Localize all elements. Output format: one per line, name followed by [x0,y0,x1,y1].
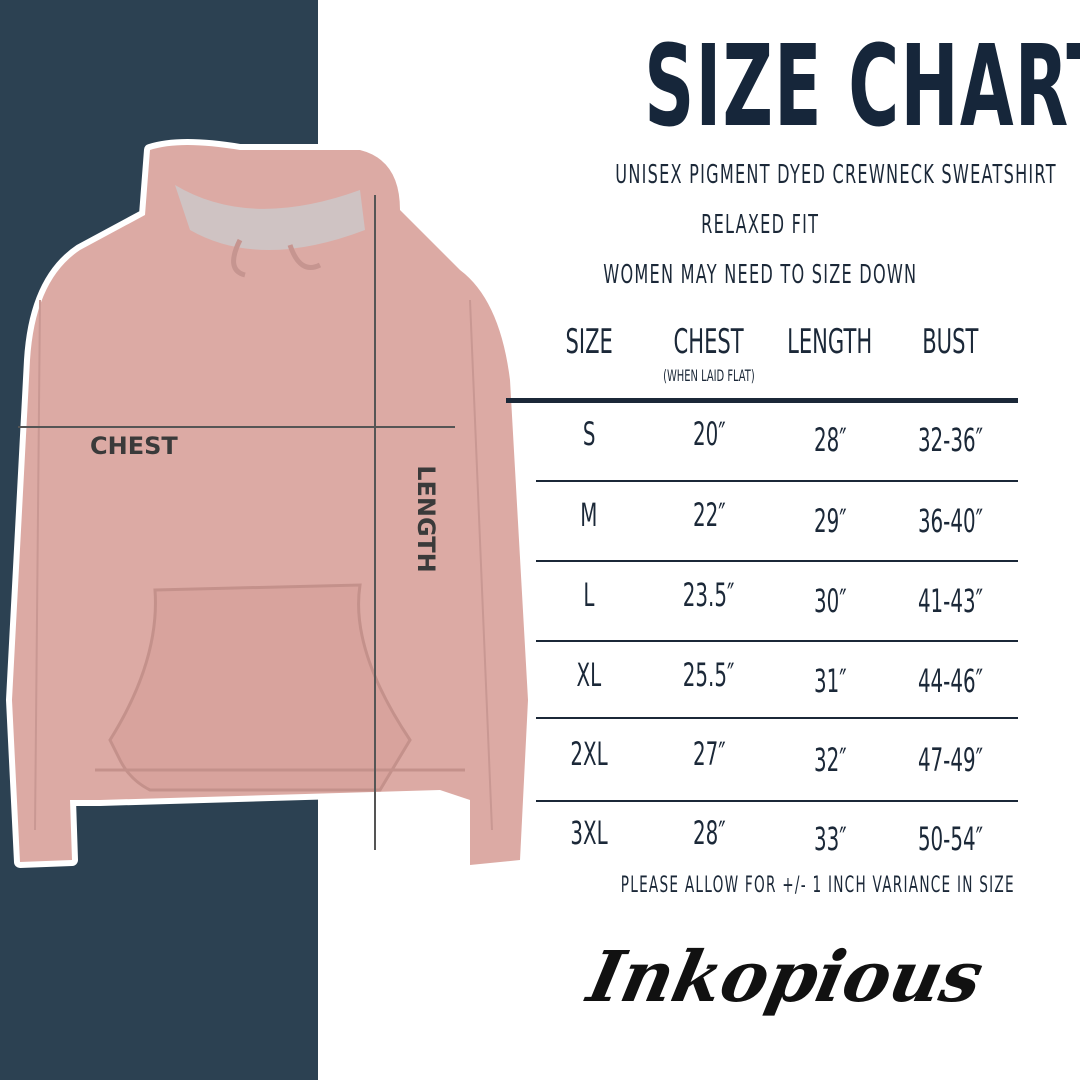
table-cell: 47-49″ [917,741,983,779]
table-cell: 44-46″ [917,662,983,700]
table-cell: 3XL [570,814,608,852]
table-cell: XL [576,656,602,694]
table-cell: 29″ [813,502,847,540]
table-cell: L [583,576,595,614]
row-divider [536,717,1018,719]
table-cell: 30″ [813,582,847,620]
table-cell: 41-43″ [917,582,983,620]
table-cell: 22″ [692,496,726,534]
row-divider [506,398,1018,403]
table-cell: 23.5″ [683,576,735,614]
table-cell: 28″ [813,421,847,459]
table-cell: 2XL [570,735,608,773]
subtitle-fit: RELAXED FIT [700,210,820,240]
column-header-length: LENGTH [787,322,873,362]
chest-note: (WHEN LAID FLAT) [663,366,755,385]
table-cell: 31″ [813,662,847,700]
table-cell: 32-36″ [917,421,983,459]
column-header-size: SIZE [565,322,613,362]
column-header-chest: CHEST [673,322,745,362]
row-divider [536,480,1018,482]
table-cell: M [580,496,598,534]
subtitle-advice: WOMEN MAY NEED TO SIZE DOWN [602,260,918,290]
table-cell: 36-40″ [917,502,983,540]
table-cell: 27″ [692,735,726,773]
brand-logo: Inkopious [581,935,991,1018]
row-divider [536,800,1018,802]
length-label: LENGTH [411,465,440,573]
variance-note: PLEASE ALLOW FOR +/- 1 INCH VARIANCE IN … [620,873,1015,898]
table-cell: 33″ [813,820,847,858]
column-header-bust: BUST [921,322,979,362]
table-cell: 50-54″ [917,820,983,858]
table-cell: 25.5″ [683,656,735,694]
page-title: SIZE CHART [644,22,1080,152]
table-cell: S [582,415,596,453]
chest-label: CHEST [90,432,178,460]
table-cell: 32″ [813,741,847,779]
row-divider [536,560,1018,562]
hoodie-image [6,139,534,871]
subtitle-product: UNISEX PIGMENT DYED CREWNECK SWEATSHIRT [615,160,1057,190]
table-cell: 20″ [692,415,726,453]
row-divider [536,640,1018,642]
table-cell: 28″ [692,814,726,852]
